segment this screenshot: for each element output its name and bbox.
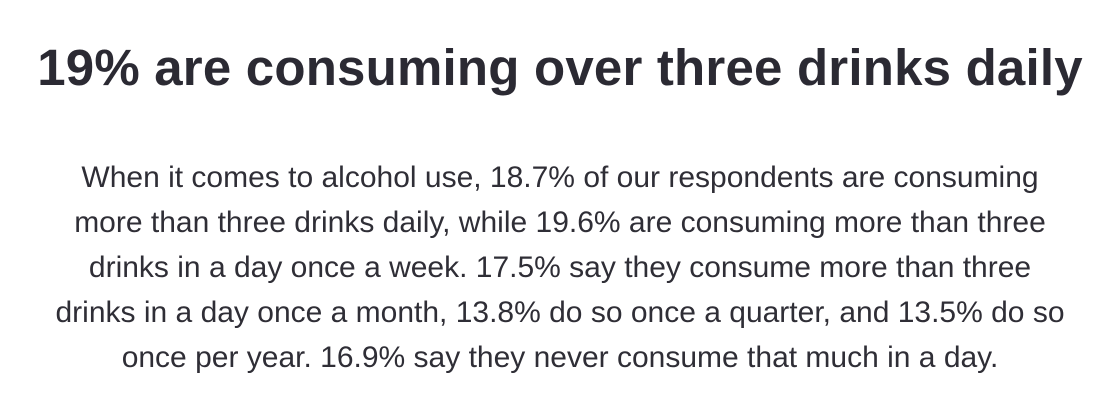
paragraph-line-5: once per year. 16.9% say they never cons… xyxy=(121,341,999,374)
section-heading: 19% are consuming over three drinks dail… xyxy=(37,39,1083,96)
paragraph-line-3: drinks in a day once a week. 17.5% say t… xyxy=(88,251,1032,284)
paragraph-line-1: When it comes to alcohol use, 18.7% of o… xyxy=(81,161,1039,194)
paragraph-line-4: drinks in a day once a month, 13.8% do s… xyxy=(55,296,1065,329)
section-paragraph: When it comes to alcohol use, 18.7% of o… xyxy=(20,155,1100,380)
paragraph-line-2: more than three drinks daily, while 19.6… xyxy=(74,206,1046,239)
